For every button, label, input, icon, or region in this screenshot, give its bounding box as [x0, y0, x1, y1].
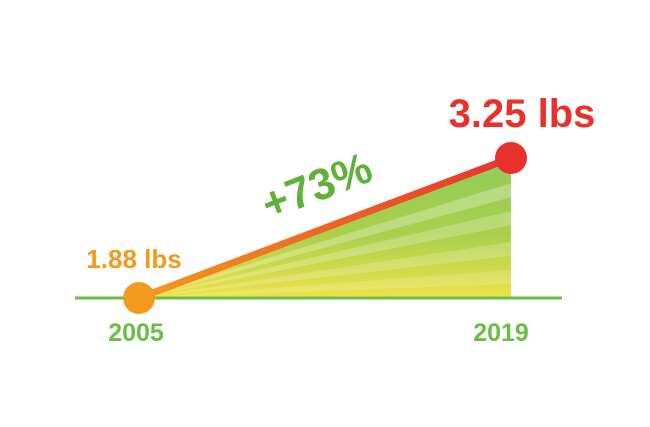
- area-sheen: [139, 183, 511, 298]
- x-tick-label-2019: 2019: [473, 319, 529, 347]
- value-label-2005: 1.88 lbs: [86, 244, 181, 274]
- sheen-stripe: [139, 183, 511, 298]
- sheen-stripe: [139, 211, 511, 298]
- sheen-stripe: [139, 242, 511, 298]
- data-point-2019: [495, 142, 527, 174]
- data-point-2005: [123, 282, 155, 314]
- sheen-stripe: [139, 270, 511, 298]
- x-tick-label-2005: 2005: [108, 319, 164, 347]
- value-label-2019: 3.25 lbs: [449, 92, 596, 136]
- trend-line: [135, 154, 515, 302]
